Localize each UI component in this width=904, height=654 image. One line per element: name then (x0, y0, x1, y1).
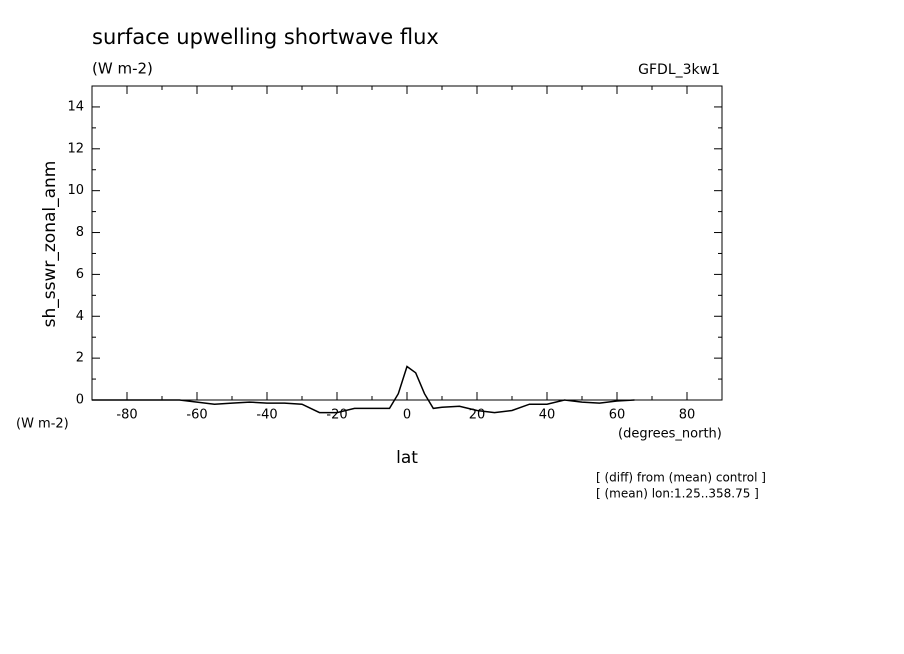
x-tick-label: 0 (403, 408, 411, 423)
x-units: (degrees_north) (618, 427, 722, 442)
units-label: (W m-2) (92, 60, 153, 78)
x-tick-label: -40 (256, 408, 277, 423)
y-tick-label: 2 (76, 351, 84, 366)
x-tick-label: -20 (326, 408, 347, 423)
x-tick-label: -80 (116, 408, 137, 423)
x-tick-label: 60 (609, 408, 626, 423)
chart-title: surface upwelling shortwave flux (92, 25, 439, 49)
note: [ (mean) lon:1.25..358.75 ] (596, 487, 759, 501)
y-tick-label: 12 (67, 141, 84, 156)
y-tick-label: 4 (76, 309, 84, 324)
x-tick-label: 80 (679, 408, 696, 423)
note: [ (diff) from (mean) control ] (596, 471, 766, 485)
y-tick-label: 10 (67, 183, 84, 198)
y-units: (W m-2) (16, 417, 69, 432)
y-tick-label: 6 (76, 267, 84, 282)
y-tick-label: 8 (76, 225, 84, 240)
dataset-label: GFDL_3kw1 (638, 62, 720, 78)
x-axis-label: lat (396, 448, 418, 468)
plot-frame (91, 85, 723, 401)
y-tick-label: 14 (67, 99, 84, 114)
x-tick-label: 40 (539, 408, 556, 423)
y-axis-label: sh_sswr_zonal_anm (40, 161, 60, 328)
y-tick-label: 0 (76, 393, 84, 408)
x-tick-label: -60 (186, 408, 207, 423)
data-line (92, 365, 635, 414)
